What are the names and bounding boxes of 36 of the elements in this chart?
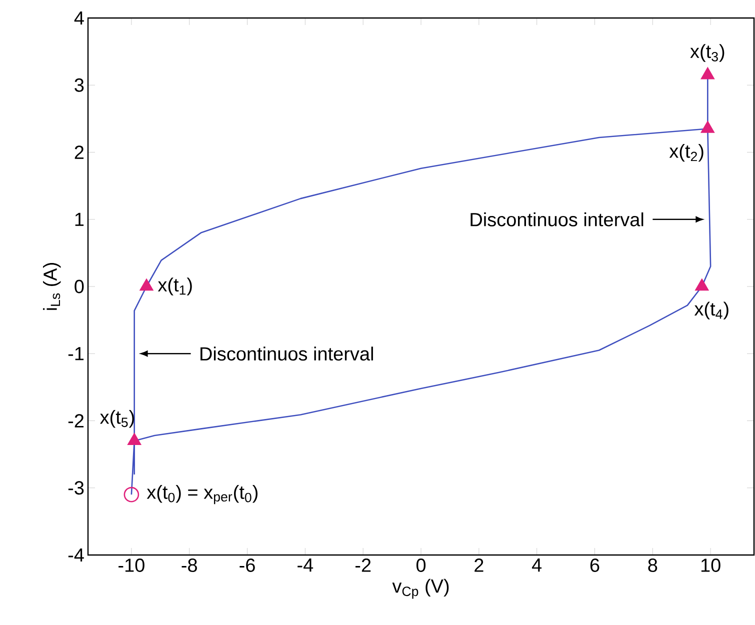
x-tick-label: 0 <box>416 558 426 572</box>
annotation: Discontinuos interval <box>200 346 373 361</box>
x-tick-label: 2 <box>474 558 484 572</box>
point <box>700 121 714 133</box>
x-axis-title: v$_{Cp}$ (V) <box>392 578 449 599</box>
annotation: x(t$_{0}$) = x$_{per}$(t$_{0}$) <box>146 485 258 504</box>
y-tick-label: 2 <box>74 146 84 159</box>
x-tick-label: 8 <box>648 558 658 572</box>
x-tick-label: -2 <box>355 558 371 572</box>
y-tick-label: -2 <box>68 414 84 428</box>
annotation: x(t$_{4}$) <box>694 302 728 320</box>
x-tick-label: -4 <box>298 558 314 572</box>
point <box>695 278 709 291</box>
annotation: x(t$_{2}$) <box>669 144 704 162</box>
annotation: x(t$_{1}$) <box>158 278 192 296</box>
y-axis-title: i$_{Ls}$ (A) <box>43 262 61 310</box>
y-tick-label: 1 <box>75 212 84 226</box>
y-tick-label: -1 <box>68 347 84 360</box>
y-tick-label: -3 <box>68 481 84 495</box>
point <box>700 67 714 80</box>
point <box>140 278 154 291</box>
annotation: x(t$_{3}$) <box>690 44 724 62</box>
point <box>124 486 140 502</box>
x-tick-label: 6 <box>590 558 600 572</box>
x-tick-label: -8 <box>182 558 197 572</box>
y-tick-label: -4 <box>68 548 84 562</box>
y-tick-label: 3 <box>74 78 84 92</box>
y-tick-label: 4 <box>74 11 84 25</box>
y-tick-label: 0 <box>74 280 84 294</box>
x-tick-label: 4 <box>532 558 542 572</box>
x-tick-label: -6 <box>240 558 255 572</box>
point <box>128 433 142 446</box>
annotation: Discontinuos interval <box>470 212 644 226</box>
annotation: x(t$_{5}$) <box>100 410 134 428</box>
x-tick-label: 10 <box>701 558 720 572</box>
x-tick-label: -10 <box>118 558 144 572</box>
